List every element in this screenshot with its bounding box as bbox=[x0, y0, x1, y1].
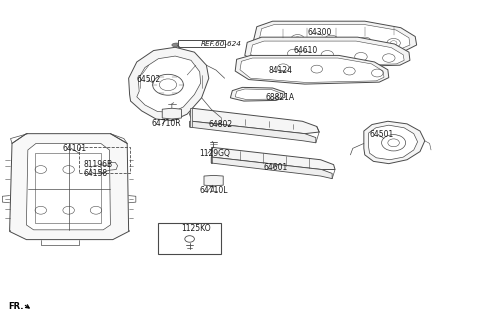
Text: 64802: 64802 bbox=[209, 120, 233, 129]
Polygon shape bbox=[35, 153, 101, 223]
Text: 64501: 64501 bbox=[370, 130, 394, 139]
Text: 64610: 64610 bbox=[294, 46, 318, 55]
Polygon shape bbox=[245, 37, 410, 67]
Text: 64158: 64158 bbox=[84, 169, 108, 178]
Polygon shape bbox=[235, 55, 389, 84]
Polygon shape bbox=[137, 56, 201, 112]
Polygon shape bbox=[230, 87, 285, 101]
Polygon shape bbox=[364, 121, 425, 164]
Text: 64710L: 64710L bbox=[199, 186, 228, 195]
Text: FR.: FR. bbox=[9, 302, 24, 311]
Polygon shape bbox=[369, 125, 418, 160]
Polygon shape bbox=[129, 47, 209, 121]
Polygon shape bbox=[253, 21, 417, 53]
Text: 64300: 64300 bbox=[307, 28, 332, 37]
Polygon shape bbox=[240, 58, 384, 82]
Polygon shape bbox=[204, 175, 223, 186]
Polygon shape bbox=[162, 108, 181, 119]
Polygon shape bbox=[211, 147, 335, 170]
Text: 68821A: 68821A bbox=[265, 93, 295, 102]
Polygon shape bbox=[211, 157, 332, 179]
FancyBboxPatch shape bbox=[158, 223, 221, 254]
Ellipse shape bbox=[172, 43, 181, 47]
Polygon shape bbox=[251, 41, 404, 66]
Text: REF.60-624: REF.60-624 bbox=[201, 41, 242, 47]
Text: 64601: 64601 bbox=[264, 163, 288, 172]
Polygon shape bbox=[259, 24, 410, 51]
Text: 1129GQ: 1129GQ bbox=[199, 149, 230, 158]
Text: 84124: 84124 bbox=[269, 66, 293, 75]
Text: 64101: 64101 bbox=[62, 144, 86, 153]
Polygon shape bbox=[190, 108, 319, 134]
Text: 64502: 64502 bbox=[137, 75, 161, 84]
Polygon shape bbox=[235, 89, 281, 99]
FancyBboxPatch shape bbox=[178, 40, 225, 47]
Polygon shape bbox=[26, 143, 110, 230]
Polygon shape bbox=[190, 121, 316, 143]
Polygon shape bbox=[10, 134, 129, 240]
Text: 1125KO: 1125KO bbox=[181, 224, 211, 233]
Text: 81196B: 81196B bbox=[84, 160, 113, 169]
Text: 64710R: 64710R bbox=[151, 119, 181, 128]
Polygon shape bbox=[190, 108, 192, 127]
